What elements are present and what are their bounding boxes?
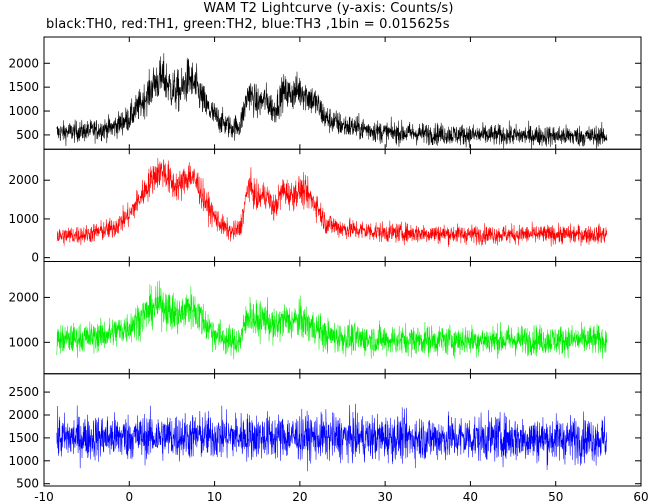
y-tick-label: 1000 [8,212,39,226]
y-tick-label: 2000 [8,408,39,422]
y-tick-label: 1000 [8,454,39,468]
y-tick-label: 0 [31,251,39,265]
y-tick-label: 500 [16,128,39,142]
y-tick-label: 2500 [8,385,39,399]
x-tick-label: 0 [125,490,133,504]
y-tick-label: 1000 [8,335,39,349]
x-tick-label: 30 [378,490,393,504]
x-tick-label: 60 [633,490,648,504]
x-tick-label: 50 [548,490,563,504]
panel-th1: 0 1000 2000 [8,148,642,265]
x-tick-label: -10 [34,490,54,504]
x-tick-label: 20 [292,490,307,504]
series-line-th2 [56,280,608,360]
y-tick-label: 1500 [8,431,39,445]
y-tick-label: 1500 [8,80,39,94]
y-tick-label: 2000 [8,56,39,70]
series-line-th0 [56,53,608,150]
y-tick-label: 2000 [8,173,39,187]
panels-group: 5001000150020000100020001000200050010001… [8,36,642,491]
y-tick-label: 500 [16,477,39,491]
panel-frame [43,261,642,375]
y-tick-label: 2000 [8,290,39,304]
panel-th2: 1000 2000 [8,261,642,375]
x-tick-label: 10 [207,490,222,504]
panel-th3: 500 1000 1500 2000 2500 [8,373,642,491]
y-tick-label: 1000 [8,104,39,118]
panel-frame [43,36,642,150]
panel-frame [43,373,642,487]
series-line-th3 [56,403,607,472]
chart-subtitle: black:TH0, red:TH1, green:TH2, blue:TH3 … [46,17,450,32]
x-axis: -10 0 10 20 30 40 50 60 [34,490,648,504]
panel-th0: 500 1000 1500 2000 [8,36,642,150]
chart-title: WAM T2 Lightcurve (y-axis: Counts/s) [203,1,454,16]
series-line-th1 [56,158,608,247]
x-tick-label: 40 [463,490,478,504]
